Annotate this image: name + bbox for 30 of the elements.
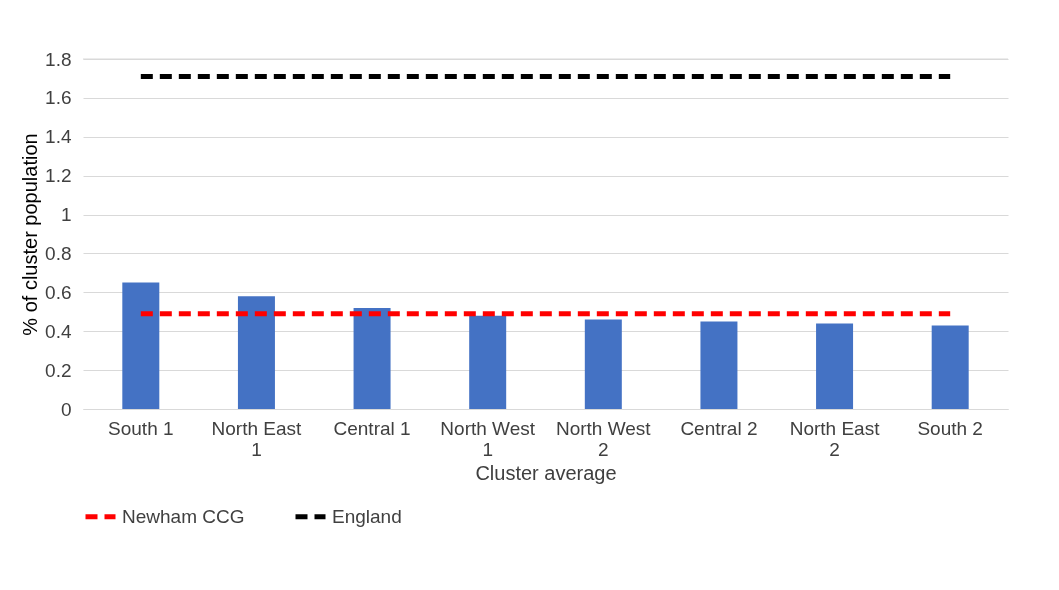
y-axis-title: % of cluster population bbox=[19, 133, 42, 336]
x-tick-label: Central 2 bbox=[680, 417, 758, 439]
legend-label: Newham CCG bbox=[122, 505, 245, 527]
y-tick-label: 0.2 bbox=[45, 359, 72, 381]
x-tick-label: North West 2 bbox=[555, 417, 652, 460]
y-tick-label: 1.6 bbox=[45, 87, 72, 109]
bar bbox=[816, 323, 854, 409]
bar bbox=[122, 282, 160, 409]
x-tick-label: North East 1 bbox=[211, 417, 303, 460]
x-axis-title: Cluster average bbox=[475, 461, 617, 484]
x-tick-label: North West 1 bbox=[440, 417, 536, 460]
x-tick-label: North East 2 bbox=[789, 417, 881, 460]
bar bbox=[237, 296, 275, 409]
legend-label: England bbox=[332, 505, 402, 527]
y-tick-label: 0.8 bbox=[45, 242, 72, 264]
y-tick-label: 1.8 bbox=[45, 48, 72, 70]
y-tick-label: 1.4 bbox=[45, 126, 72, 148]
x-tick-label: Central 1 bbox=[333, 417, 411, 439]
y-tick-label: 1.2 bbox=[45, 165, 72, 187]
bar bbox=[584, 319, 622, 409]
y-tick-label: 0.4 bbox=[45, 320, 72, 342]
x-tick-label: South 2 bbox=[917, 417, 983, 439]
bar bbox=[700, 321, 738, 409]
y-tick-label: 1 bbox=[60, 204, 72, 226]
bar bbox=[469, 315, 507, 409]
bar bbox=[931, 325, 969, 409]
bar bbox=[353, 307, 391, 409]
y-tick-label: 0.6 bbox=[45, 281, 72, 303]
x-tick-label: South 1 bbox=[108, 417, 174, 439]
y-tick-label: 0 bbox=[60, 398, 72, 420]
